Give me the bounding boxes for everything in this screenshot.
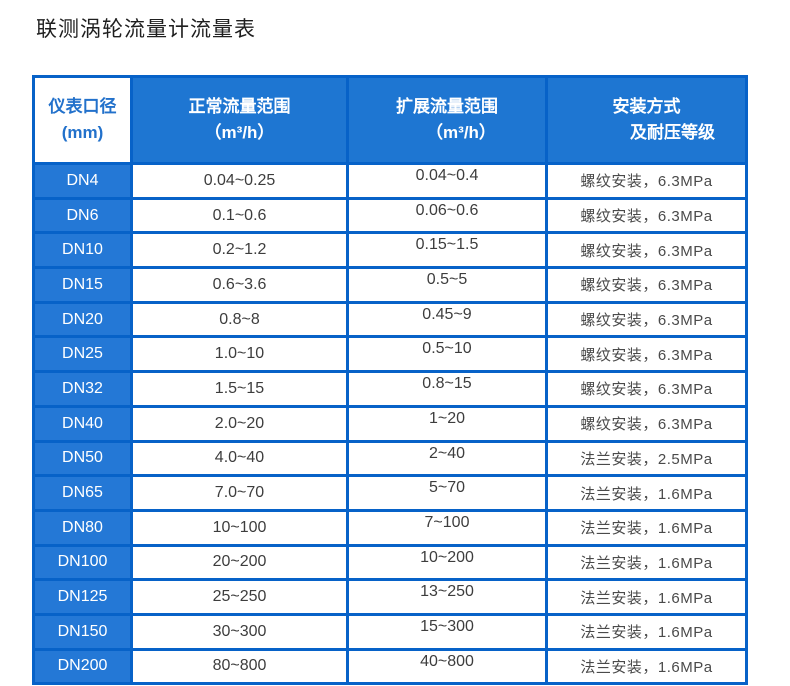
cell-install-pressure: 法兰安装，1.6MPa [545,578,748,616]
cell-meter-diameter: DN15 [32,266,133,304]
table-row: DN20 0.8~8 0.45~9 螺纹安装，6.3MPa [32,300,748,339]
table-row: DN32 1.5~15 0.8~15 螺纹安装，6.3MPa [32,370,748,408]
flow-rate-table: 仪表口径 (mm) 正常流量范围 （m³/h） 扩展流量范围 （m³/h） 安装… [32,75,748,686]
cell-extended-flow-range: 0.45~9 [346,300,548,339]
cell-normal-flow-range: 0.6~3.6 [130,266,349,304]
cell-extended-flow-range: 40~800 [346,647,548,686]
cell-install-pressure: 螺纹安装，6.3MPa [545,404,748,443]
cell-meter-diameter: DN100 [32,543,133,582]
cell-install-pressure: 法兰安装，1.6MPa [545,543,748,582]
cell-normal-flow-range: 30~300 [130,612,349,651]
header-line: 正常流量范围 [188,97,291,116]
header-extended-flow-range: 扩展流量范围 （m³/h） [346,75,548,165]
header-row: 仪表口径 (mm) 正常流量范围 （m³/h） 扩展流量范围 （m³/h） 安装… [32,75,748,165]
cell-normal-flow-range: 0.04~0.25 [130,162,349,200]
table-row: DN100 20~200 10~200 法兰安装，1.6MPa [32,543,748,582]
cell-meter-diameter: DN32 [32,370,133,408]
table-row: DN6 0.1~0.6 0.06~0.6 螺纹安装，6.3MPa [32,196,748,235]
cell-extended-flow-range: 10~200 [346,543,548,582]
header-line: （m³/h） [204,123,275,142]
table-row: DN50 4.0~40 2~40 法兰安装，2.5MPa [32,439,748,478]
header-line: 及耐压等级 [630,123,715,142]
cell-extended-flow-range: 1~20 [346,404,548,443]
cell-extended-flow-range: 2~40 [346,439,548,478]
header-line: (mm) [61,123,104,142]
cell-meter-diameter: DN4 [32,162,133,200]
cell-normal-flow-range: 20~200 [130,543,349,582]
cell-install-pressure: 螺纹安装，6.3MPa [545,370,748,408]
header-install-pressure: 安装方式 及耐压等级 [545,75,748,165]
cell-install-pressure: 螺纹安装，6.3MPa [545,196,748,235]
cell-meter-diameter: DN20 [32,300,133,339]
page-title: 联测涡轮流量计流量表 [36,18,256,41]
cell-normal-flow-range: 2.0~20 [130,404,349,443]
cell-meter-diameter: DN125 [32,578,133,616]
table-row: DN80 10~100 7~100 法兰安装，1.6MPa [32,508,748,547]
cell-normal-flow-range: 25~250 [130,578,349,616]
cell-meter-diameter: DN200 [32,647,133,686]
cell-meter-diameter: DN10 [32,231,133,270]
cell-extended-flow-range: 0.5~5 [346,266,548,304]
table-row: DN25 1.0~10 0.5~10 螺纹安装，6.3MPa [32,335,748,374]
table-row: DN65 7.0~70 5~70 法兰安装，1.6MPa [32,474,748,512]
cell-extended-flow-range: 0.5~10 [346,335,548,374]
header-meter-diameter: 仪表口径 (mm) [32,75,133,165]
table-row: DN15 0.6~3.6 0.5~5 螺纹安装，6.3MPa [32,266,748,304]
table-row: DN200 80~800 40~800 法兰安装，1.6MPa [32,647,748,686]
cell-normal-flow-range: 0.2~1.2 [130,231,349,270]
header-line: 仪表口径 [48,97,117,116]
cell-meter-diameter: DN150 [32,612,133,651]
header-normal-flow-range: 正常流量范围 （m³/h） [130,75,349,165]
cell-install-pressure: 法兰安装，2.5MPa [545,439,748,478]
header-line: （m³/h） [426,123,496,142]
cell-extended-flow-range: 7~100 [346,508,548,547]
cell-normal-flow-range: 0.8~8 [130,300,349,339]
cell-extended-flow-range: 0.04~0.4 [346,162,548,200]
cell-extended-flow-range: 0.06~0.6 [346,196,548,235]
cell-install-pressure: 螺纹安装，6.3MPa [545,300,748,339]
cell-install-pressure: 法兰安装，1.6MPa [545,612,748,651]
table-row: DN150 30~300 15~300 法兰安装，1.6MPa [32,612,748,651]
cell-normal-flow-range: 10~100 [130,508,349,547]
cell-normal-flow-range: 1.5~15 [130,370,349,408]
cell-install-pressure: 螺纹安装，6.3MPa [545,162,748,200]
table-row: DN4 0.04~0.25 0.04~0.4 螺纹安装，6.3MPa [32,162,748,200]
cell-meter-diameter: DN50 [32,439,133,478]
cell-install-pressure: 法兰安装，1.6MPa [545,508,748,547]
header-line: 扩展流量范围 [396,97,498,116]
cell-meter-diameter: DN40 [32,404,133,443]
cell-install-pressure: 螺纹安装，6.3MPa [545,231,748,270]
cell-normal-flow-range: 0.1~0.6 [130,196,349,235]
cell-install-pressure: 法兰安装，1.6MPa [545,647,748,686]
cell-normal-flow-range: 4.0~40 [130,439,349,478]
header-line: 安装方式 [612,97,681,116]
cell-extended-flow-range: 0.15~1.5 [346,231,548,270]
cell-extended-flow-range: 0.8~15 [346,370,548,408]
cell-meter-diameter: DN80 [32,508,133,547]
cell-extended-flow-range: 13~250 [346,578,548,616]
cell-install-pressure: 螺纹安装，6.3MPa [545,335,748,374]
cell-install-pressure: 法兰安装，1.6MPa [545,474,748,512]
table-row: DN125 25~250 13~250 法兰安装，1.6MPa [32,578,748,616]
cell-normal-flow-range: 80~800 [130,647,349,686]
table-row: DN40 2.0~20 1~20 螺纹安装，6.3MPa [32,404,748,443]
cell-extended-flow-range: 15~300 [346,612,548,651]
table-row: DN10 0.2~1.2 0.15~1.5 螺纹安装，6.3MPa [32,231,748,270]
cell-normal-flow-range: 1.0~10 [130,335,349,374]
cell-normal-flow-range: 7.0~70 [130,474,349,512]
cell-meter-diameter: DN6 [32,196,133,235]
cell-meter-diameter: DN25 [32,335,133,374]
cell-extended-flow-range: 5~70 [346,474,548,512]
cell-install-pressure: 螺纹安装，6.3MPa [545,266,748,304]
cell-meter-diameter: DN65 [32,474,133,512]
